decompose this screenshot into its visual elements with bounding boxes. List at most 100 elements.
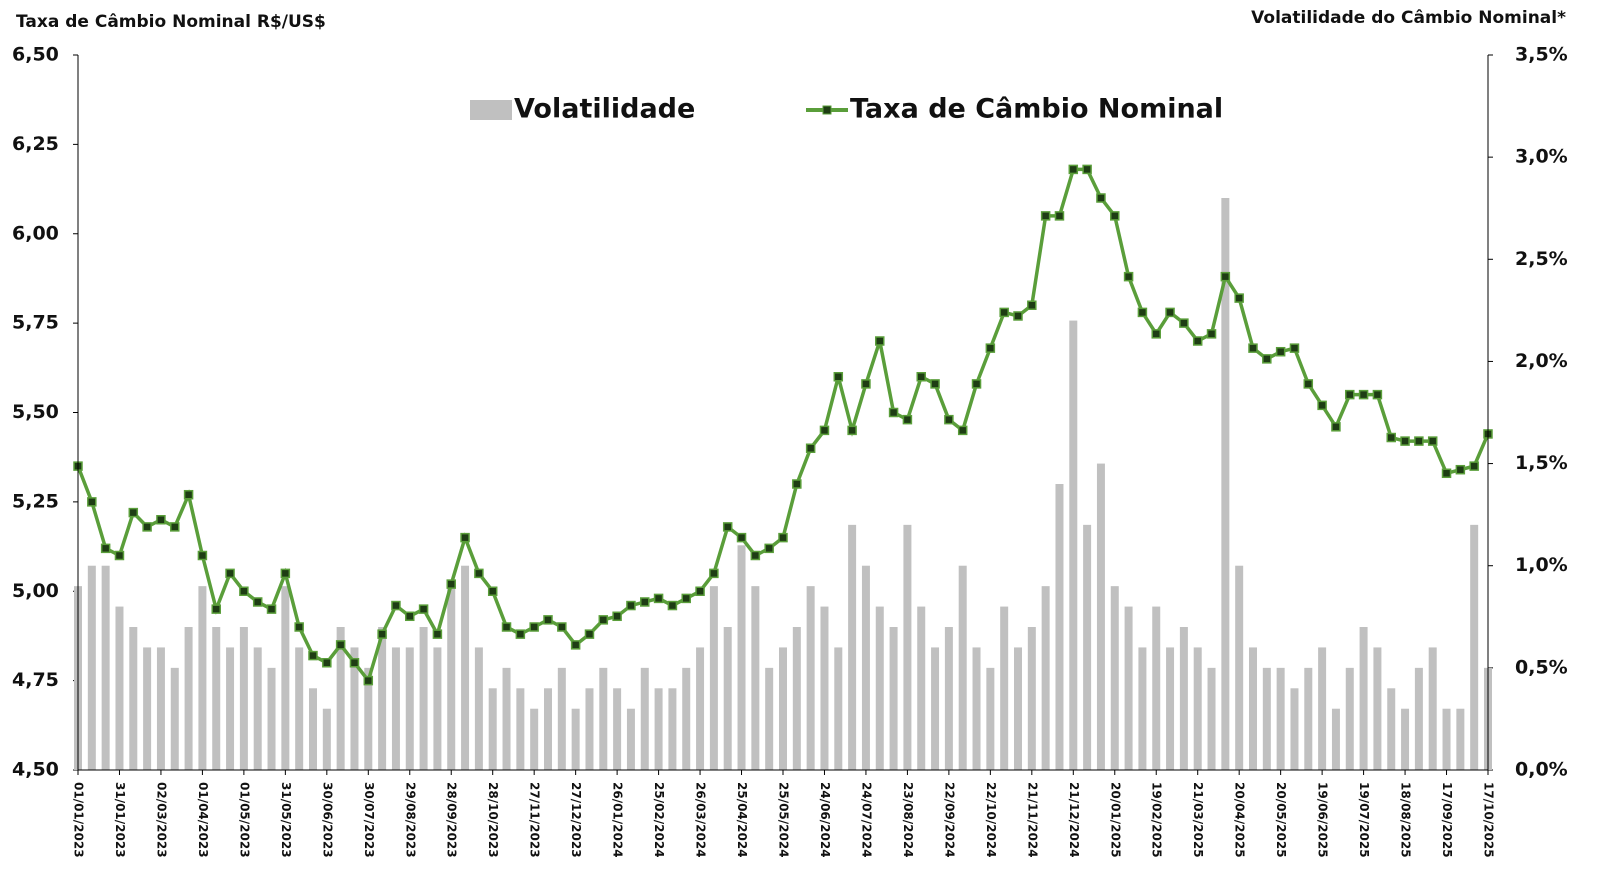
bar xyxy=(1276,667,1285,770)
marker xyxy=(778,532,788,543)
marker xyxy=(1275,346,1286,357)
bar xyxy=(875,606,884,770)
marker xyxy=(308,650,318,661)
y-axis-title: Taxa de Câmbio Nominal R$/US$ xyxy=(16,12,326,32)
marker xyxy=(1372,389,1383,400)
marker xyxy=(1262,354,1272,364)
bar xyxy=(765,667,774,770)
bar xyxy=(1124,606,1133,770)
y2-tick-label: 2,5% xyxy=(1515,248,1568,270)
marker xyxy=(349,658,360,668)
x-tick-label: 24/06/2024 xyxy=(818,782,832,858)
bar xyxy=(295,647,304,770)
marker xyxy=(833,372,844,382)
marker xyxy=(957,425,968,436)
x-tick-label: 25/05/2024 xyxy=(777,782,791,858)
bar xyxy=(696,647,705,770)
bar xyxy=(364,667,373,770)
bar xyxy=(1096,463,1105,770)
marker xyxy=(239,586,249,596)
bar xyxy=(474,647,483,770)
bar xyxy=(779,647,787,770)
marker xyxy=(971,379,982,389)
marker xyxy=(1192,336,1203,346)
bar xyxy=(1262,667,1271,770)
marker xyxy=(156,515,166,525)
marker xyxy=(1165,307,1175,318)
x-tick-label: 19/07/2025 xyxy=(1357,782,1371,858)
marker xyxy=(1331,422,1341,432)
y-tick-label: 6,25 xyxy=(12,133,59,155)
marker xyxy=(1455,464,1466,475)
x-tick-label: 19/06/2025 xyxy=(1316,782,1330,858)
y-tick-label: 5,25 xyxy=(12,490,59,512)
bar xyxy=(322,708,331,770)
y-tick-label: 4,50 xyxy=(12,759,59,781)
marker xyxy=(709,568,719,579)
bar xyxy=(239,627,248,770)
marker xyxy=(1206,329,1217,339)
marker xyxy=(377,629,387,639)
bar xyxy=(447,586,456,770)
x-tick-label: 26/01/2024 xyxy=(611,782,625,858)
bar xyxy=(87,565,96,770)
bar xyxy=(668,688,677,770)
marker xyxy=(750,550,761,561)
x-tick-label: 23/08/2024 xyxy=(901,782,915,858)
bar xyxy=(1235,565,1244,770)
marker xyxy=(1358,389,1369,400)
bar xyxy=(1414,667,1423,770)
marker xyxy=(183,489,194,500)
x-tick-label: 24/07/2024 xyxy=(859,782,873,858)
marker xyxy=(1096,193,1106,203)
bar xyxy=(226,647,235,770)
bar xyxy=(1249,647,1257,770)
bar xyxy=(184,627,193,770)
marker xyxy=(294,622,304,632)
marker xyxy=(985,343,996,353)
x-tick-label: 21/03/2025 xyxy=(1191,782,1205,858)
bar xyxy=(861,565,870,770)
y2-tick-label: 1,0% xyxy=(1515,554,1568,576)
bar xyxy=(848,524,857,770)
marker xyxy=(487,586,498,596)
y-tick-label: 6,50 xyxy=(12,44,59,66)
marker xyxy=(626,600,636,611)
x-tick-label: 22/09/2024 xyxy=(942,782,956,858)
marker xyxy=(405,611,415,622)
marker xyxy=(391,600,401,611)
bar xyxy=(143,647,152,770)
x-tick-label: 28/10/2023 xyxy=(486,782,500,858)
marker xyxy=(142,522,152,532)
marker xyxy=(888,407,899,418)
x-tick-label: 01/05/2023 xyxy=(237,782,251,858)
bar xyxy=(709,586,718,770)
bar xyxy=(488,688,497,770)
marker xyxy=(1289,343,1300,353)
bar xyxy=(544,688,552,770)
bar xyxy=(1041,586,1050,770)
bar xyxy=(1014,647,1022,770)
bar xyxy=(613,688,622,770)
marker xyxy=(612,611,622,622)
y2-tick-label: 3,0% xyxy=(1515,146,1568,168)
bar xyxy=(1442,708,1451,770)
marker xyxy=(501,622,512,632)
bar xyxy=(806,586,815,770)
bar xyxy=(1345,667,1354,770)
bar xyxy=(640,667,649,770)
marker xyxy=(280,568,291,579)
marker xyxy=(1220,271,1231,282)
x-tick-label: 31/05/2023 xyxy=(279,782,293,858)
bar xyxy=(889,627,898,770)
bar xyxy=(156,647,165,770)
bar xyxy=(1152,606,1161,770)
marker xyxy=(100,543,111,554)
bar xyxy=(129,627,138,770)
bar xyxy=(1069,320,1078,770)
marker xyxy=(211,604,221,614)
x-tick-label: 25/04/2024 xyxy=(735,782,749,858)
x-tick-label: 18/08/2025 xyxy=(1399,782,1413,858)
bar xyxy=(599,667,608,770)
marker xyxy=(557,622,567,632)
